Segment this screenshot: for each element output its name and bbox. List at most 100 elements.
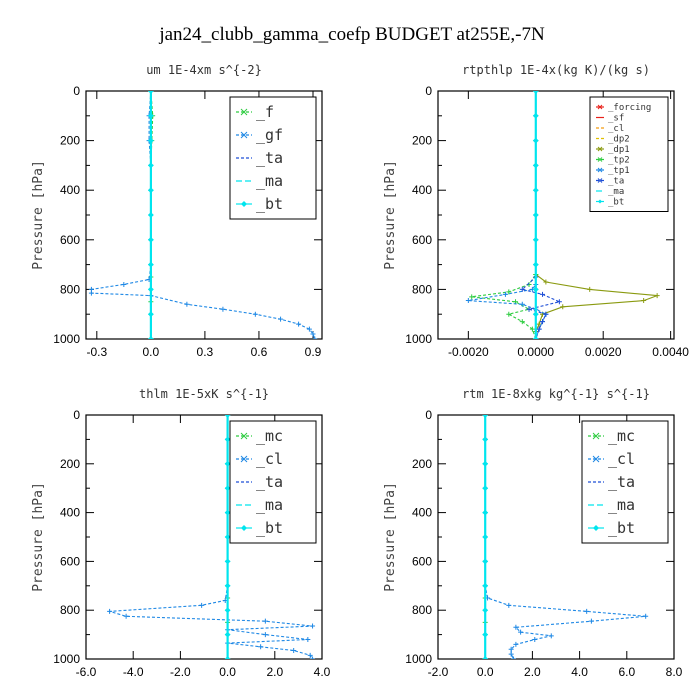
- data-point: [224, 656, 231, 659]
- y-tick-label: 600: [412, 233, 432, 247]
- data-point: [511, 656, 517, 659]
- legend-marker: [597, 104, 603, 110]
- series-line: [521, 91, 562, 339]
- legend-label: _mc: [608, 427, 635, 445]
- x-tick-label: 8.0: [666, 665, 683, 679]
- legend-label: _cl: [608, 124, 624, 134]
- data-point: [513, 624, 519, 630]
- y-tick-label: 0: [73, 408, 80, 422]
- legend-box: [229, 96, 317, 220]
- legend-label: _sf: [608, 114, 624, 124]
- data-point: [543, 279, 549, 285]
- data-point: [482, 509, 489, 516]
- y-tick-label: 400: [412, 506, 432, 520]
- x-tick-label: -2.0: [428, 665, 449, 679]
- y-tick-label: 0: [425, 408, 432, 422]
- data-point: [482, 631, 489, 638]
- panel-title: thlm 1E-5xK s^{-1}: [139, 387, 269, 401]
- y-tick-label: 0: [425, 84, 432, 98]
- chart-panel-2: rtpthlp 1E-4x(kg K)/(kg s) Pressure [hPa]…: [383, 63, 689, 359]
- data-point: [532, 236, 539, 243]
- data-point: [147, 236, 154, 243]
- data-point: [532, 91, 539, 94]
- panel-title: rtm 1E-8xkg kg^{-1} s^{-1}: [462, 387, 650, 401]
- y-axis-label: Pressure [hPa]: [383, 160, 398, 270]
- x-tick-label: 2.0: [266, 665, 283, 679]
- data-point: [147, 311, 154, 318]
- panel-title: um 1E-4xm s^{-2}: [146, 63, 262, 77]
- data-point: [543, 311, 549, 317]
- data-point: [224, 509, 231, 516]
- y-axis-label: Pressure [hPa]: [31, 160, 46, 270]
- legend-marker: [597, 146, 603, 152]
- data-point: [532, 212, 539, 218]
- data-point: [305, 636, 311, 642]
- plot-area: [465, 91, 660, 339]
- series-bt: [147, 91, 154, 339]
- data-point: [482, 656, 489, 659]
- chart-panels: um 1E-4xm s^{-2} Pressure [hPa] 0 200 400 600…: [31, 63, 689, 679]
- data-point: [482, 607, 489, 614]
- legend-label: _ma: [608, 187, 624, 197]
- data-point: [123, 613, 129, 619]
- data-point: [519, 286, 525, 292]
- series-bt: [532, 91, 539, 339]
- data-point: [519, 319, 525, 325]
- plot-area: [107, 415, 316, 659]
- legend-label: _tp1: [608, 166, 630, 176]
- y-tick-label: 200: [412, 457, 432, 471]
- legend-label: _bt: [608, 198, 624, 208]
- data-point: [588, 618, 594, 624]
- x-tick-label: 0.0020: [585, 345, 622, 359]
- legend-label: _tp2: [608, 156, 630, 166]
- data-point: [506, 602, 512, 608]
- data-point: [107, 608, 113, 614]
- data-point: [532, 636, 538, 642]
- data-point: [147, 91, 154, 94]
- data-point: [518, 629, 524, 635]
- data-point: [258, 644, 264, 650]
- data-point: [224, 415, 231, 418]
- data-point: [278, 316, 284, 322]
- data-point: [469, 294, 475, 300]
- x-tick-label: -4.0: [123, 665, 144, 679]
- legend-marker: [597, 157, 603, 162]
- legend-marker: [597, 178, 603, 183]
- y-axis-label: Pressure [hPa]: [31, 482, 46, 592]
- data-point: [310, 331, 316, 337]
- data-point: [224, 460, 231, 467]
- data-point: [482, 436, 489, 443]
- data-point: [482, 485, 489, 492]
- x-tick-label: 0.0: [477, 665, 494, 679]
- data-point: [482, 582, 489, 589]
- data-point: [532, 187, 539, 194]
- data-point: [560, 304, 566, 310]
- data-point: [147, 212, 154, 218]
- y-tick-label: 600: [60, 233, 80, 247]
- chart-panel-3: thlm 1E-5xK s^{-1} Pressure [hPa] 0 200 400 6…: [31, 387, 331, 679]
- data-point: [519, 301, 525, 307]
- x-tick-label: -0.3: [86, 345, 107, 359]
- y-tick-label: 1000: [405, 332, 432, 346]
- plot-area: [482, 415, 649, 659]
- data-point: [506, 289, 512, 295]
- series-ta: [519, 91, 562, 339]
- x-tick-label: -2.0: [170, 665, 191, 679]
- legend-marker: [597, 167, 603, 173]
- data-point: [184, 301, 190, 307]
- figure-title: jan24_clubb_gamma_coefp BUDGET at255E,-7…: [158, 24, 545, 45]
- series-line: [468, 91, 547, 339]
- data-point: [641, 298, 647, 304]
- legend-label: _ta: [608, 473, 635, 491]
- data-point: [465, 298, 471, 304]
- data-point: [513, 641, 519, 647]
- data-point: [147, 137, 154, 144]
- x-tick-label: 0.3: [197, 345, 214, 359]
- data-point: [306, 326, 312, 332]
- legend-marker: [240, 131, 248, 139]
- data-point: [310, 623, 316, 629]
- legend-marker: [240, 108, 248, 116]
- x-tick-label: 4.0: [571, 665, 588, 679]
- data-point: [526, 306, 532, 312]
